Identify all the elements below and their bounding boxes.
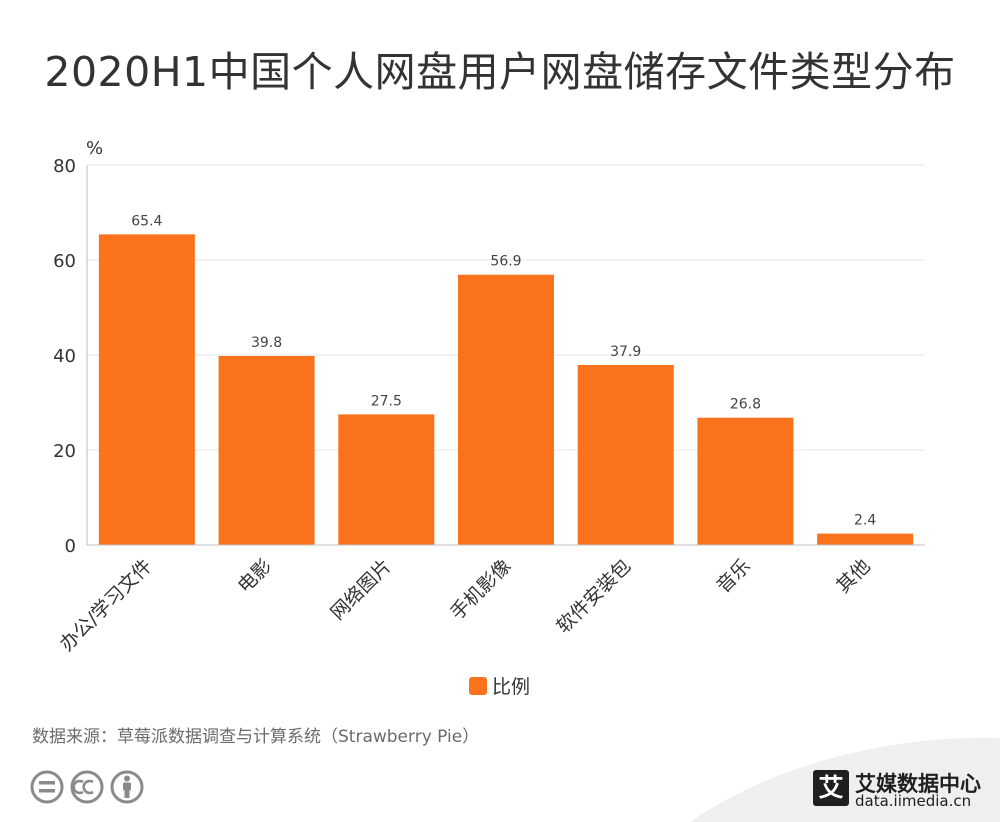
bars — [98, 234, 914, 545]
data-label: 37.9 — [610, 344, 641, 360]
bar — [458, 274, 554, 545]
data-label: 2.4 — [854, 513, 876, 529]
chart-title: 2020H1中国个人网盘用户网盘储存文件类型分布 — [44, 48, 956, 96]
data-label: 26.8 — [730, 397, 761, 413]
bar — [697, 417, 794, 545]
y-tick-label: 40 — [53, 346, 76, 367]
bar — [577, 364, 674, 545]
y-axis-ticks: 0 20 40 60 80 — [53, 156, 76, 557]
brand-name: 艾媒数据中心 — [855, 772, 981, 796]
legend-label: 比例 — [492, 676, 530, 698]
legend: 比例 — [469, 676, 530, 698]
data-label: 56.9 — [490, 254, 521, 270]
brand-mark-icon: 艾 — [813, 770, 849, 806]
data-source: 数据来源：草莓派数据调查与计算系统（Strawberry Pie） — [32, 727, 480, 747]
brand-url: data.iimedia.cn — [855, 792, 972, 810]
y-tick-label: 60 — [53, 251, 76, 272]
data-labels: 65.4 39.8 27.5 56.9 37.9 26.8 2.4 — [131, 213, 876, 528]
y-tick-label: 20 — [53, 441, 76, 462]
bar — [338, 414, 435, 545]
bar — [817, 533, 914, 545]
legend-swatch — [469, 677, 487, 695]
cc-icon — [70, 770, 104, 804]
bar — [218, 355, 315, 545]
y-tick-label: 0 — [65, 536, 76, 557]
data-label: 39.8 — [251, 335, 282, 351]
license-icons — [30, 770, 144, 804]
data-label: 27.5 — [371, 393, 402, 409]
brand-logo: 艾 艾媒数据中心 data.iimedia.cn — [813, 770, 988, 814]
y-tick-label: 80 — [53, 156, 76, 177]
data-label: 65.4 — [131, 213, 162, 229]
person-icon — [110, 770, 144, 804]
bar — [98, 234, 195, 545]
equals-icon — [30, 770, 64, 804]
y-axis-unit: % — [86, 138, 103, 159]
